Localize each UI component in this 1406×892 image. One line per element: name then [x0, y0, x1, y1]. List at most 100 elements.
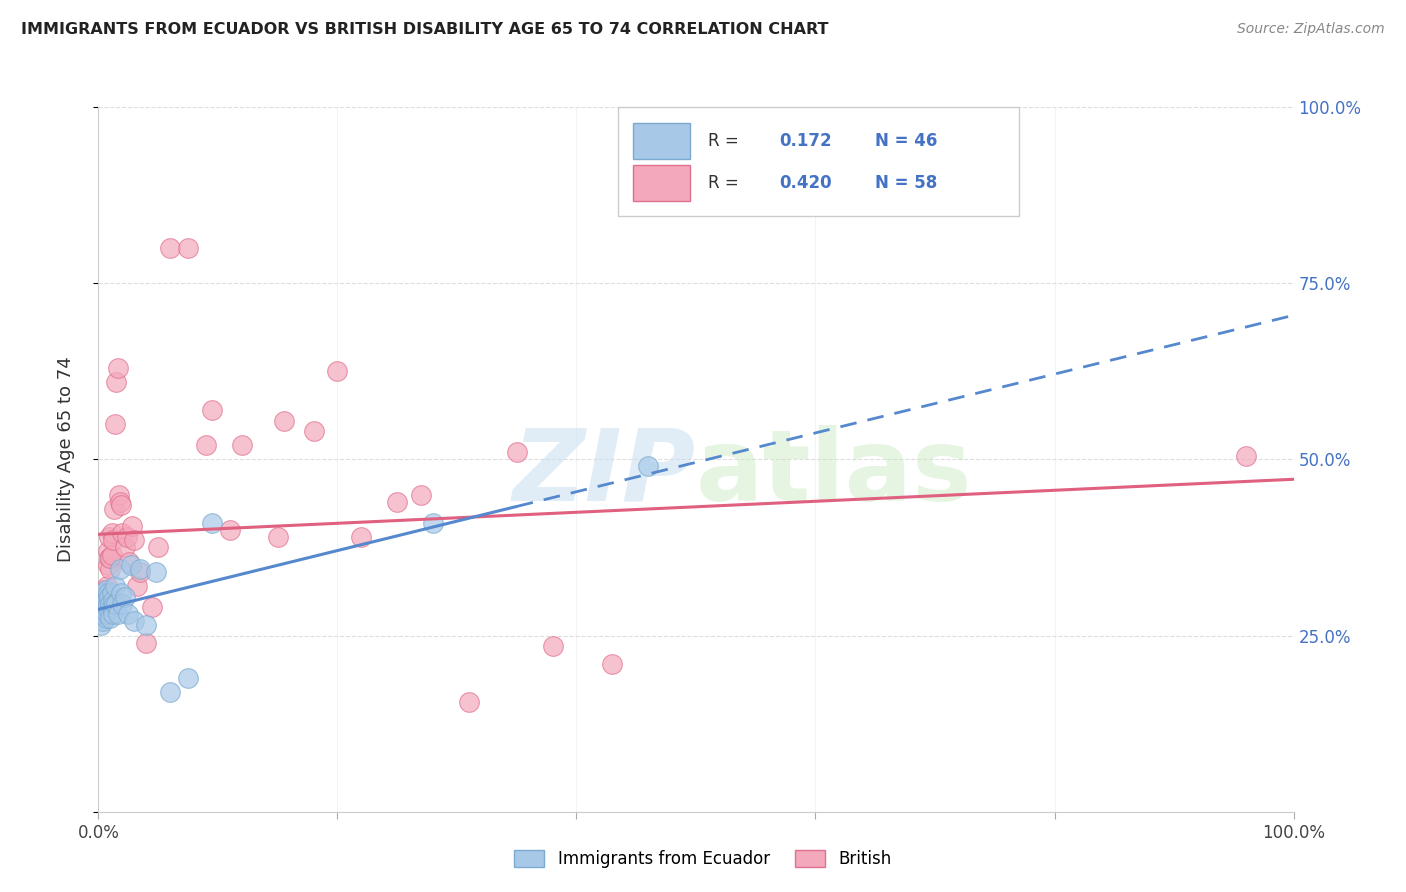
Point	[120, 558, 142, 573]
Point	[94, 607, 117, 622]
Point	[107, 487, 129, 501]
Point	[107, 607, 129, 622]
Point	[97, 597, 120, 611]
Point	[91, 582, 114, 597]
Point	[124, 533, 146, 548]
Point	[107, 360, 129, 375]
Text: N = 58: N = 58	[876, 174, 938, 192]
Point	[108, 561, 131, 575]
Point	[326, 364, 349, 378]
Point	[159, 685, 181, 699]
Point	[91, 604, 114, 618]
Point	[110, 586, 132, 600]
Point	[89, 607, 111, 622]
Point	[125, 579, 148, 593]
Point	[101, 593, 124, 607]
Point	[96, 600, 118, 615]
Point	[98, 561, 122, 575]
Text: atlas: atlas	[696, 425, 973, 522]
Point	[177, 241, 200, 255]
Text: Source: ZipAtlas.com: Source: ZipAtlas.com	[1237, 22, 1385, 37]
Point	[97, 544, 120, 558]
Point	[90, 586, 112, 600]
Point	[110, 498, 132, 512]
Point	[94, 611, 117, 625]
Point	[159, 241, 181, 255]
Point	[91, 593, 114, 607]
Point	[135, 618, 157, 632]
Point	[114, 541, 136, 555]
Point	[422, 516, 444, 530]
Point	[90, 597, 112, 611]
Point	[602, 657, 624, 671]
Point	[101, 533, 124, 548]
Point	[89, 597, 111, 611]
Point	[118, 555, 141, 569]
Legend: Immigrants from Ecuador, British: Immigrants from Ecuador, British	[508, 843, 898, 875]
Point	[129, 565, 152, 579]
Text: 0.172: 0.172	[780, 132, 832, 150]
Point	[541, 639, 564, 653]
Point	[637, 459, 659, 474]
Point	[148, 541, 170, 555]
Point	[105, 597, 128, 611]
FancyBboxPatch shape	[619, 107, 1019, 216]
Point	[100, 586, 122, 600]
Point	[135, 635, 157, 649]
Point	[93, 607, 115, 622]
Point	[97, 558, 120, 573]
Point	[98, 551, 122, 566]
Point	[98, 604, 121, 618]
Point	[96, 597, 118, 611]
Point	[385, 494, 409, 508]
Point	[93, 590, 115, 604]
Point	[506, 445, 529, 459]
Point	[90, 607, 112, 622]
Point	[104, 417, 127, 431]
Point	[114, 590, 136, 604]
Point	[94, 582, 117, 597]
Point	[124, 615, 146, 629]
Point	[111, 597, 134, 611]
Bar	[633, 122, 690, 159]
Point	[94, 597, 117, 611]
Text: R =: R =	[709, 174, 744, 192]
Point	[100, 600, 122, 615]
Point	[231, 438, 253, 452]
Point	[97, 586, 120, 600]
Point	[91, 615, 114, 629]
Point	[111, 526, 134, 541]
Point	[103, 597, 125, 611]
Point	[201, 403, 224, 417]
Y-axis label: Disability Age 65 to 74: Disability Age 65 to 74	[56, 357, 75, 562]
Text: ZIP: ZIP	[513, 425, 696, 522]
Point	[98, 530, 121, 544]
Point	[98, 611, 122, 625]
Point	[350, 530, 373, 544]
Point	[96, 607, 118, 622]
Point	[129, 561, 152, 575]
Point	[100, 548, 122, 562]
Point	[91, 586, 114, 600]
Point	[91, 600, 114, 615]
Point	[96, 579, 118, 593]
Point	[411, 487, 433, 501]
Point	[145, 565, 167, 579]
Text: R =: R =	[709, 132, 744, 150]
Point	[177, 671, 200, 685]
Bar	[633, 165, 690, 202]
Point	[141, 600, 163, 615]
Point	[219, 523, 242, 537]
Point	[93, 586, 115, 600]
Point	[91, 607, 114, 622]
Point	[103, 501, 125, 516]
Point	[98, 597, 122, 611]
Point	[98, 590, 121, 604]
Point	[91, 593, 114, 607]
Text: IMMIGRANTS FROM ECUADOR VS BRITISH DISABILITY AGE 65 TO 74 CORRELATION CHART: IMMIGRANTS FROM ECUADOR VS BRITISH DISAB…	[21, 22, 828, 37]
Point	[195, 438, 218, 452]
Point	[104, 579, 127, 593]
Point	[121, 519, 143, 533]
Point	[201, 516, 224, 530]
Point	[96, 593, 118, 607]
